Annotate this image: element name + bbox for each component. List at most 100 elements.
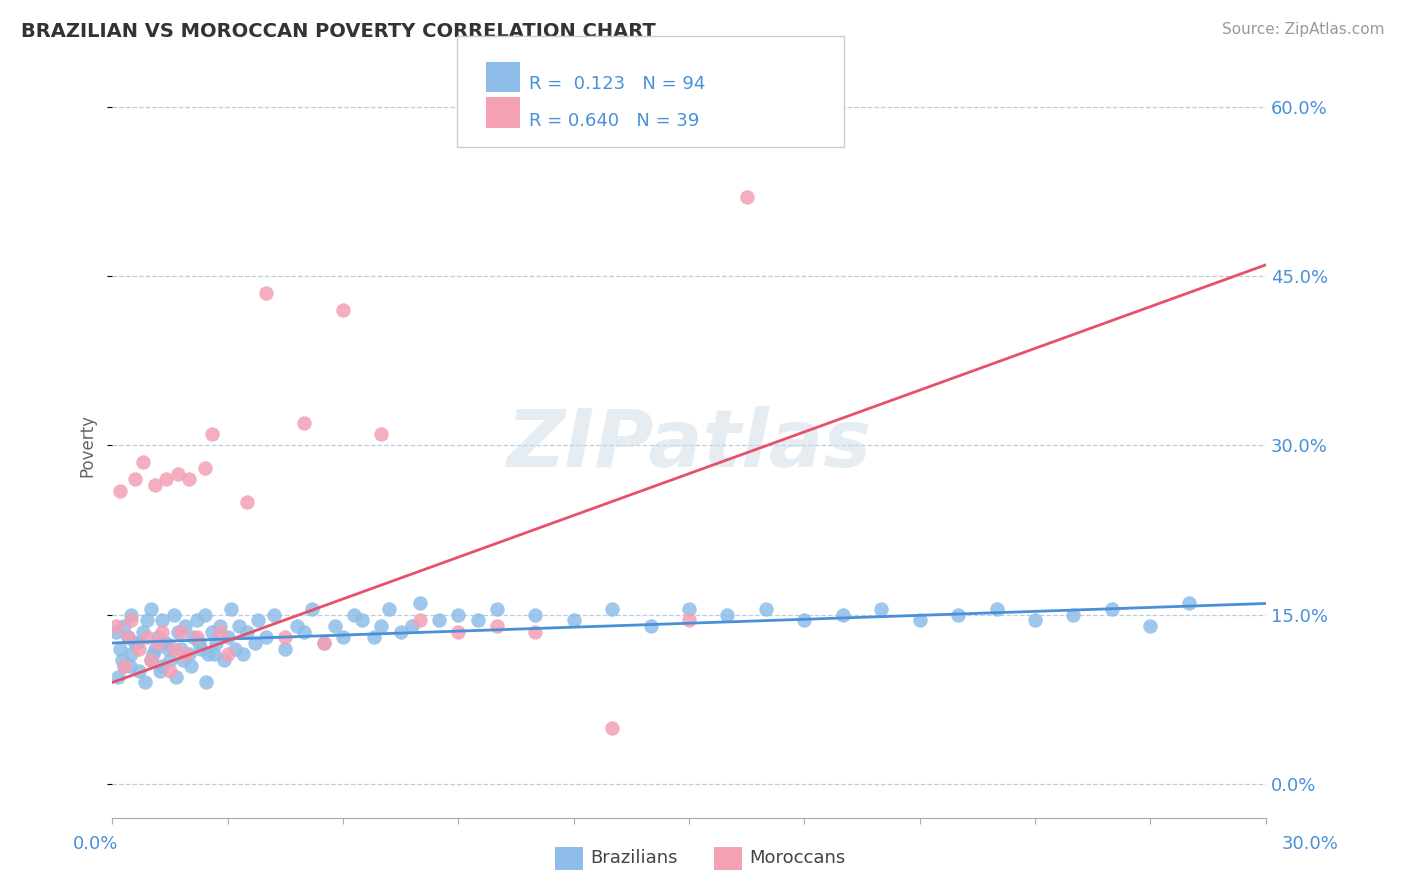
Point — [117, 630, 139, 644]
Point — [179, 647, 201, 661]
Point — [190, 641, 212, 656]
Point — [187, 636, 209, 650]
Point — [105, 624, 128, 639]
Point — [128, 641, 150, 656]
Point — [186, 614, 208, 628]
Point — [224, 641, 246, 656]
Point — [323, 619, 346, 633]
Point — [112, 658, 135, 673]
Point — [716, 607, 738, 622]
Point — [640, 619, 662, 633]
Point — [139, 653, 162, 667]
Point — [121, 607, 143, 622]
Text: R = 0.640   N = 39: R = 0.640 N = 39 — [529, 112, 699, 129]
Point — [409, 597, 432, 611]
Point — [166, 467, 188, 481]
Point — [155, 472, 177, 486]
Point — [105, 619, 128, 633]
Point — [163, 641, 186, 656]
Point — [174, 619, 197, 633]
Point — [378, 602, 401, 616]
Point — [524, 607, 547, 622]
Point — [363, 630, 385, 644]
Point — [735, 190, 758, 204]
Point — [562, 614, 585, 628]
Point — [1139, 619, 1161, 633]
Point — [112, 619, 135, 633]
Point — [121, 614, 143, 628]
Point — [409, 614, 432, 628]
Point — [274, 641, 297, 656]
Point — [143, 641, 166, 656]
Point — [208, 624, 231, 639]
Point — [148, 636, 170, 650]
Point — [155, 636, 177, 650]
Point — [236, 624, 259, 639]
Point — [121, 647, 143, 661]
Point — [389, 624, 412, 639]
Point — [108, 641, 131, 656]
Point — [179, 472, 201, 486]
Point — [150, 658, 173, 673]
Point — [217, 630, 239, 644]
Point — [135, 614, 157, 628]
Point — [301, 602, 323, 616]
Point — [236, 495, 259, 509]
Point — [193, 461, 215, 475]
Point — [108, 483, 131, 498]
Point — [201, 624, 224, 639]
Point — [135, 630, 157, 644]
Point — [332, 630, 354, 644]
Point — [243, 636, 266, 650]
Point — [111, 653, 134, 667]
Point — [1178, 597, 1201, 611]
Point — [254, 630, 277, 644]
Point — [127, 636, 149, 650]
Point — [149, 664, 172, 678]
Point — [107, 670, 129, 684]
Point — [370, 619, 392, 633]
Point — [285, 619, 308, 633]
Text: ZIPatlas: ZIPatlas — [506, 407, 872, 484]
Point — [312, 636, 335, 650]
Point — [946, 607, 969, 622]
Point — [600, 602, 623, 616]
Text: R =  0.123   N = 94: R = 0.123 N = 94 — [529, 75, 704, 93]
Point — [132, 624, 155, 639]
Point — [600, 721, 623, 735]
Point — [294, 416, 316, 430]
Point — [150, 624, 173, 639]
Text: 30.0%: 30.0% — [1282, 835, 1339, 853]
Point — [124, 636, 146, 650]
Point — [132, 455, 155, 469]
Point — [370, 427, 392, 442]
Point — [401, 619, 423, 633]
Point — [467, 614, 489, 628]
Point — [205, 636, 228, 650]
Text: 0.0%: 0.0% — [73, 835, 118, 853]
Point — [1063, 607, 1085, 622]
Point — [263, 607, 285, 622]
Point — [142, 647, 165, 661]
Point — [232, 647, 254, 661]
Point — [352, 614, 374, 628]
Point — [343, 607, 366, 622]
Point — [254, 286, 277, 301]
Point — [427, 614, 450, 628]
Point — [124, 472, 146, 486]
Point — [143, 478, 166, 492]
Point — [908, 614, 931, 628]
Point — [1101, 602, 1123, 616]
Point — [139, 602, 162, 616]
Point — [118, 658, 141, 673]
Point — [165, 670, 187, 684]
Point — [112, 658, 135, 673]
Point — [831, 607, 853, 622]
Point — [678, 602, 700, 616]
Point — [755, 602, 778, 616]
Point — [202, 647, 225, 661]
Point — [148, 630, 170, 644]
Text: BRAZILIAN VS MOROCCAN POVERTY CORRELATION CHART: BRAZILIAN VS MOROCCAN POVERTY CORRELATIO… — [21, 22, 655, 41]
Point — [193, 607, 215, 622]
Point — [447, 624, 470, 639]
